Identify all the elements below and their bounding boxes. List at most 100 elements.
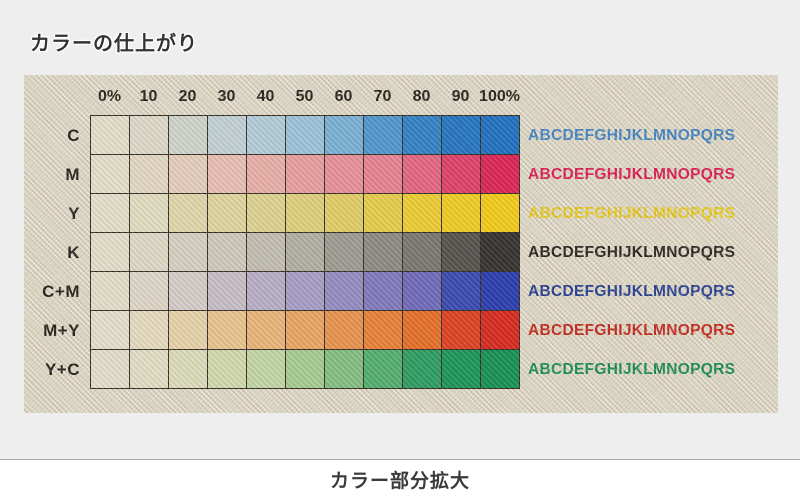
row-label-yc: Y+C: [44, 359, 80, 379]
swatch-c-90: [442, 116, 480, 154]
row-label-m: M: [65, 164, 80, 184]
swatch-y-80: [403, 194, 441, 232]
swatch-c-30: [208, 116, 246, 154]
sample-text-cm: ABCDEFGHIJKLMNOPQRS: [528, 282, 736, 300]
swatch-cm-100: [481, 272, 519, 310]
swatch-y-30: [208, 194, 246, 232]
color-grid: [90, 115, 520, 389]
swatch-k-100: [481, 233, 519, 271]
sample-text-c: ABCDEFGHIJKLMNOPQRS: [528, 126, 736, 144]
swatch-m-0: [91, 155, 129, 193]
percent-label: 30: [217, 88, 236, 105]
sample-text-column: ABCDEFGHIJKLMNOPQRS ABCDEFGHIJKLMNOPQRS AB…: [528, 116, 735, 389]
swatch-y-0: [91, 194, 129, 232]
swatch-my-50: [286, 311, 324, 349]
swatch-m-100: [481, 155, 519, 193]
swatch-c-0: [91, 116, 129, 154]
swatch-k-20: [169, 233, 207, 271]
swatch-my-0: [91, 311, 129, 349]
swatch-my-20: [169, 311, 207, 349]
swatch-my-100: [481, 311, 519, 349]
swatch-y-60: [325, 194, 363, 232]
swatch-c-10: [130, 116, 168, 154]
percent-label: 60: [334, 88, 353, 105]
swatch-cm-70: [364, 272, 402, 310]
percent-label: 10: [139, 88, 158, 105]
swatch-yc-60: [325, 350, 363, 388]
swatch-m-30: [208, 155, 246, 193]
swatch-c-100: [481, 116, 519, 154]
row-label-c: C: [67, 125, 80, 145]
row-label-cm: C+M: [42, 281, 80, 301]
swatch-y-20: [169, 194, 207, 232]
swatch-k-10: [130, 233, 168, 271]
swatch-my-10: [130, 311, 168, 349]
swatch-k-0: [91, 233, 129, 271]
swatch-cm-40: [247, 272, 285, 310]
swatch-k-30: [208, 233, 246, 271]
percent-label: 90: [451, 88, 470, 105]
row-label-my: M+Y: [43, 320, 80, 340]
fabric-swatch-photo: 0% 10 20 30 40 50 60 70 80 90 100% C M Y K C+M M+Y Y+C A…: [24, 75, 778, 413]
swatch-y-10: [130, 194, 168, 232]
swatch-c-50: [286, 116, 324, 154]
swatch-yc-50: [286, 350, 324, 388]
swatch-my-40: [247, 311, 285, 349]
row-label-column: C M Y K C+M M+Y Y+C: [24, 116, 84, 389]
swatch-my-70: [364, 311, 402, 349]
swatch-yc-100: [481, 350, 519, 388]
swatch-k-80: [403, 233, 441, 271]
swatch-cm-60: [325, 272, 363, 310]
swatch-cm-30: [208, 272, 246, 310]
swatch-c-60: [325, 116, 363, 154]
swatch-yc-20: [169, 350, 207, 388]
sample-text-my: ABCDEFGHIJKLMNOPQRS: [528, 321, 736, 339]
row-label-k: K: [67, 242, 80, 262]
swatch-y-90: [442, 194, 480, 232]
page-title: カラーの仕上がり: [30, 33, 198, 55]
swatch-cm-0: [91, 272, 129, 310]
swatch-cm-50: [286, 272, 324, 310]
swatch-y-70: [364, 194, 402, 232]
swatch-y-50: [286, 194, 324, 232]
sample-text-yc: ABCDEFGHIJKLMNOPQRS: [528, 360, 736, 378]
swatch-my-90: [442, 311, 480, 349]
swatch-k-90: [442, 233, 480, 271]
swatch-cm-80: [403, 272, 441, 310]
percent-label: 0%: [97, 88, 122, 105]
swatch-k-70: [364, 233, 402, 271]
percent-label: 100%: [479, 88, 520, 105]
swatch-yc-40: [247, 350, 285, 388]
swatch-cm-20: [169, 272, 207, 310]
swatch-k-40: [247, 233, 285, 271]
row-label-y: Y: [68, 203, 80, 223]
sample-text-k: ABCDEFGHIJKLMNOPQRS: [528, 243, 736, 261]
figure-caption: カラー部分拡大: [329, 471, 470, 492]
swatch-yc-0: [91, 350, 129, 388]
percent-label: 70: [373, 88, 392, 105]
swatch-my-60: [325, 311, 363, 349]
swatch-yc-90: [442, 350, 480, 388]
swatch-k-50: [286, 233, 324, 271]
swatch-yc-70: [364, 350, 402, 388]
swatch-k-60: [325, 233, 363, 271]
swatch-my-80: [403, 311, 441, 349]
swatch-yc-80: [403, 350, 441, 388]
percent-header-row: 0% 10 20 30 40 50 60 70 80 90 100%: [90, 88, 520, 106]
swatch-yc-30: [208, 350, 246, 388]
percent-label: 20: [178, 88, 197, 105]
swatch-m-50: [286, 155, 324, 193]
swatch-c-40: [247, 116, 285, 154]
swatch-c-80: [403, 116, 441, 154]
percent-label: 50: [295, 88, 314, 105]
color-result-panel: カラーの仕上がり 0% 10 20 30 40 50 60 70 80 90 100% C M Y K C+…: [0, 0, 800, 460]
sample-text-m: ABCDEFGHIJKLMNOPQRS: [528, 165, 736, 183]
swatch-m-70: [364, 155, 402, 193]
swatch-cm-90: [442, 272, 480, 310]
swatch-m-20: [169, 155, 207, 193]
swatch-y-40: [247, 194, 285, 232]
swatch-cm-10: [130, 272, 168, 310]
swatch-my-30: [208, 311, 246, 349]
swatch-y-100: [481, 194, 519, 232]
swatch-c-70: [364, 116, 402, 154]
